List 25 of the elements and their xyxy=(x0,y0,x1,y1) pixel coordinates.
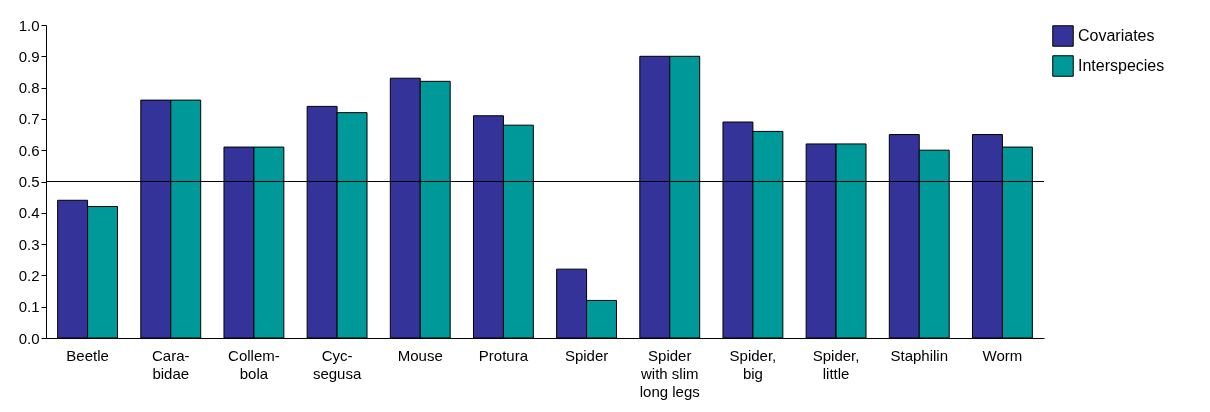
x-tick-label: Cara- bidae xyxy=(151,346,190,382)
y-tick-label: 0.6 xyxy=(18,141,40,159)
y-tick-label: 0.7 xyxy=(18,110,40,128)
legend-label: Interspecies xyxy=(1078,57,1165,74)
x-tick-label: Worm xyxy=(982,346,1023,364)
y-tick-label: 1.0 xyxy=(18,16,40,34)
x-tick-label: Protura xyxy=(478,346,529,364)
x-tick-label: Beetle xyxy=(66,346,109,364)
x-tick-label: Spider xyxy=(564,346,609,364)
x-tick-label: Staphilin xyxy=(890,346,949,364)
y-tick-label: 0.9 xyxy=(18,47,40,65)
y-tick-label: 0.5 xyxy=(18,173,40,190)
x-tick-label: Spider with slim long legs xyxy=(639,346,700,400)
y-tick-label: 0.1 xyxy=(18,298,40,316)
x-tick-label: Mouse xyxy=(397,346,443,364)
y-tick-label: 0.2 xyxy=(18,266,40,284)
x-tick-label: Spider, little xyxy=(812,346,860,382)
y-tick-label: 0.0 xyxy=(18,329,40,347)
x-tick-label: Collem- bola xyxy=(228,346,280,382)
x-tick-label: Spider, big xyxy=(729,346,777,382)
y-tick-label: 0.8 xyxy=(18,79,40,97)
x-tick-label: Cyc- segusa xyxy=(312,346,362,382)
legend-label: Covariates xyxy=(1078,27,1155,44)
y-tick-label: 0.3 xyxy=(18,235,40,253)
y-tick-label: 0.4 xyxy=(18,204,40,222)
